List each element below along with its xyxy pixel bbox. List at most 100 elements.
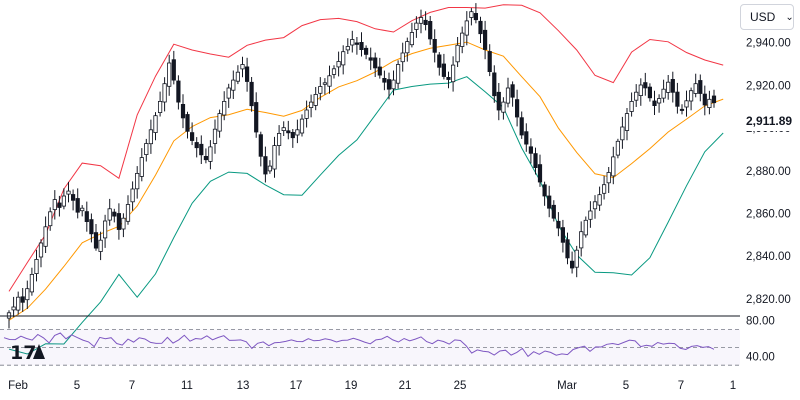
candle-body-up bbox=[308, 101, 314, 108]
candle-body-up bbox=[574, 249, 579, 268]
candle bbox=[629, 92, 634, 117]
candle-body-down bbox=[515, 99, 520, 118]
candle bbox=[167, 54, 172, 96]
candle-body-down bbox=[373, 57, 378, 69]
candle-body-down bbox=[698, 80, 703, 94]
candle-body-up bbox=[16, 296, 21, 311]
candle-body-up bbox=[602, 184, 607, 194]
candle-body-down bbox=[359, 42, 364, 51]
candle bbox=[6, 310, 12, 329]
candle-body-up bbox=[579, 231, 584, 249]
candle bbox=[707, 90, 712, 115]
candle bbox=[48, 207, 53, 231]
candle bbox=[103, 214, 108, 248]
candle bbox=[533, 147, 538, 175]
currency-selector-button[interactable]: USD ⌄ bbox=[740, 4, 794, 30]
candle bbox=[400, 42, 405, 72]
candle-body-down bbox=[382, 78, 387, 83]
time-tick-label: 21 bbox=[399, 380, 412, 392]
candle-body-down bbox=[533, 153, 538, 169]
candle bbox=[199, 135, 204, 164]
candle-body-up bbox=[125, 204, 131, 222]
candle bbox=[258, 131, 263, 167]
candle-body-down bbox=[570, 260, 575, 269]
rsi-background-band bbox=[0, 329, 740, 366]
candle-body-up bbox=[634, 91, 639, 101]
last-price-label: 2,911.89 bbox=[742, 111, 800, 131]
candle bbox=[437, 52, 442, 76]
candle bbox=[75, 188, 80, 219]
candle-body-down bbox=[560, 227, 566, 243]
candle-body-down bbox=[176, 80, 181, 103]
candle bbox=[405, 37, 410, 62]
candle-body-up bbox=[139, 157, 144, 177]
candle bbox=[519, 111, 524, 139]
candle bbox=[254, 92, 259, 138]
candle-body-up bbox=[295, 129, 300, 136]
candle-body-down bbox=[528, 146, 534, 154]
candle bbox=[624, 108, 630, 141]
candle bbox=[212, 119, 218, 154]
candle-body-down bbox=[377, 66, 382, 76]
candle-body-down bbox=[643, 82, 648, 89]
rsi-pane bbox=[0, 329, 740, 366]
candle-body-up bbox=[80, 207, 85, 212]
candle-body-down bbox=[57, 202, 62, 208]
time-tick-label: 17 bbox=[290, 380, 303, 392]
time-axis: Feb 5 7 11 13 17 19 21 25 Mar 5 7 1 bbox=[8, 380, 736, 392]
candle bbox=[217, 109, 222, 138]
candle bbox=[135, 166, 140, 199]
candle bbox=[180, 94, 186, 129]
candle bbox=[638, 78, 643, 106]
candle bbox=[57, 195, 62, 217]
candle-body-up bbox=[615, 140, 621, 156]
candle-body-up bbox=[130, 188, 135, 203]
candle-body-down bbox=[258, 134, 263, 157]
candle bbox=[377, 57, 382, 79]
candle bbox=[286, 120, 291, 140]
candle bbox=[171, 50, 176, 85]
candle bbox=[295, 119, 300, 144]
candle-body-up bbox=[153, 115, 158, 133]
candle bbox=[492, 65, 497, 103]
lower-band-line bbox=[8, 76, 724, 355]
rsi-line bbox=[3, 332, 715, 358]
candle-body-down bbox=[203, 155, 208, 161]
candle-body-down bbox=[290, 131, 295, 139]
candle bbox=[698, 74, 703, 102]
candle bbox=[235, 65, 240, 85]
candle-body-down bbox=[496, 91, 501, 111]
candle bbox=[71, 189, 76, 211]
candle-body-up bbox=[148, 129, 153, 145]
rsi-tick-label: 80.00 bbox=[746, 316, 775, 328]
candle-body-up bbox=[208, 146, 213, 162]
candle-body-up bbox=[606, 172, 611, 184]
candle bbox=[38, 239, 44, 268]
candle-body-up bbox=[6, 312, 12, 319]
tradingview-logo-icon[interactable]: 17 bbox=[10, 342, 45, 364]
candle bbox=[249, 77, 254, 112]
candle-body-up bbox=[689, 90, 694, 102]
candle bbox=[693, 73, 698, 98]
candle-body-up bbox=[414, 22, 419, 30]
candle bbox=[579, 221, 584, 257]
candle-body-up bbox=[226, 87, 231, 99]
candle bbox=[203, 148, 208, 164]
candle-body-up bbox=[272, 145, 277, 170]
candle bbox=[98, 231, 103, 261]
candle bbox=[515, 89, 520, 127]
candle bbox=[496, 83, 501, 121]
candle-body-up bbox=[38, 242, 44, 258]
candle-body-down bbox=[354, 42, 360, 45]
candle-body-up bbox=[455, 44, 460, 63]
candle bbox=[368, 47, 373, 70]
candle-body-up bbox=[624, 113, 630, 131]
candle bbox=[455, 37, 460, 67]
candle bbox=[231, 70, 236, 99]
candle bbox=[574, 245, 579, 278]
price-tick-label: 2,940.00 bbox=[746, 38, 791, 50]
candle-body-down bbox=[432, 39, 437, 53]
candle-body-up bbox=[707, 98, 712, 109]
candle bbox=[189, 122, 195, 146]
candle bbox=[162, 77, 167, 112]
